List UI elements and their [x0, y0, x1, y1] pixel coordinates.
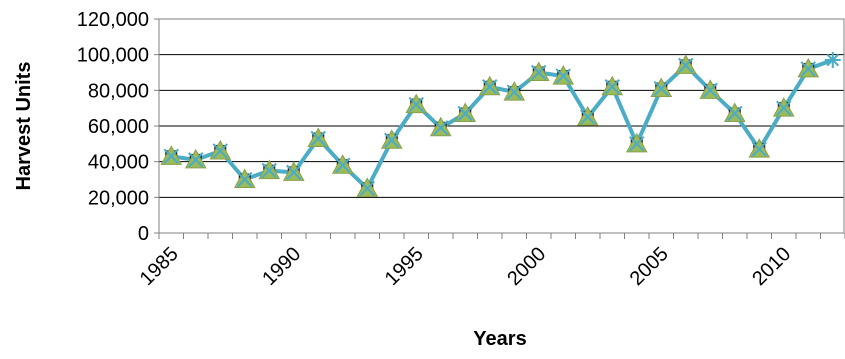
data-point: [209, 139, 232, 160]
data-point: [478, 75, 501, 96]
y-tick-label: 60,000: [88, 116, 149, 138]
data-point: [503, 81, 526, 101]
data-point: [160, 145, 183, 165]
axes: [158, 233, 845, 239]
y-tick-label: 20,000: [88, 187, 149, 209]
y-tick-label: 80,000: [88, 80, 149, 102]
data-point: [307, 127, 330, 147]
y-tick-label: 0: [138, 223, 149, 245]
data-point: [527, 61, 550, 81]
data-point: [748, 138, 771, 158]
data-point: [184, 148, 207, 169]
data-point: [356, 177, 379, 197]
data-series: [160, 52, 841, 197]
data-point: [552, 65, 575, 85]
data-point: [576, 106, 599, 126]
data-point: [824, 52, 841, 69]
data-point: [723, 102, 746, 123]
data-point: [699, 79, 722, 99]
data-point: [258, 159, 281, 180]
data-point: [797, 57, 820, 78]
data-point: [405, 93, 428, 114]
data-point: [650, 77, 673, 98]
y-axis-tick-labels: 0 20,000 40,000 60,000 80,000 100,000 120,000: [77, 9, 159, 245]
data-point: [674, 54, 697, 74]
y-axis-title: Harvest Units: [13, 62, 35, 191]
y-tick-label: 120,000: [77, 9, 149, 31]
y-tick-label: 40,000: [88, 152, 149, 174]
data-point: [380, 129, 403, 149]
series-line: [171, 58, 834, 191]
data-point: [331, 154, 354, 174]
data-point: [429, 116, 452, 137]
data-point: [772, 97, 795, 117]
x-axis-title: Years: [473, 328, 526, 350]
data-point: [601, 75, 624, 96]
data-point: [625, 132, 648, 153]
data-point: [233, 168, 256, 188]
data-point: [454, 102, 477, 123]
y-tick-label: 100,000: [77, 45, 149, 67]
data-point: [282, 161, 305, 181]
